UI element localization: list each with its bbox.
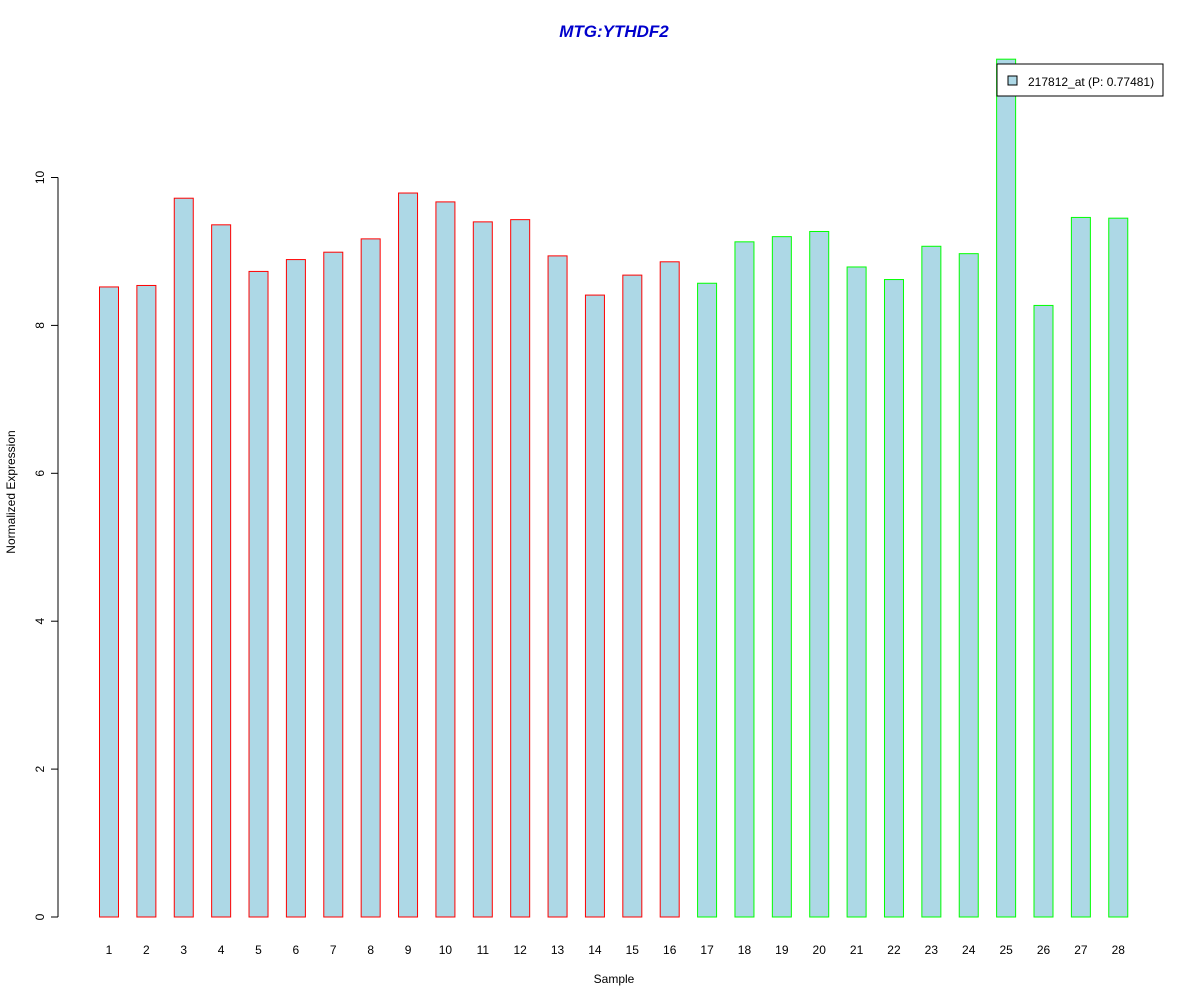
bar-sample-11 bbox=[472, 221, 493, 918]
x-axis-tick-label: 11 bbox=[477, 943, 490, 957]
bar-sample-8 bbox=[360, 238, 381, 918]
bar-sample-25 bbox=[996, 58, 1017, 918]
x-axis-tick-label: 8 bbox=[367, 943, 374, 957]
x-axis-tick-label: 6 bbox=[293, 943, 300, 957]
x-axis-tick-label: 22 bbox=[887, 943, 901, 957]
bar-sample-14 bbox=[584, 294, 605, 918]
bar-sample-10 bbox=[435, 201, 456, 918]
y-axis-label: Normalized Expression bbox=[4, 430, 18, 553]
y-axis-tick-label: 8 bbox=[33, 322, 47, 329]
legend-swatch bbox=[1007, 75, 1018, 86]
bar-sample-5 bbox=[248, 270, 269, 918]
bar-sample-26 bbox=[1033, 304, 1054, 918]
x-axis-tick-label: 2 bbox=[143, 943, 150, 957]
bar-sample-19 bbox=[771, 236, 792, 918]
bar-sample-4 bbox=[211, 224, 232, 918]
x-axis-tick-label: 16 bbox=[663, 943, 677, 957]
x-axis-tick-label: 14 bbox=[588, 943, 602, 957]
x-axis-tick-label: 27 bbox=[1074, 943, 1088, 957]
bars-layer bbox=[99, 58, 1129, 918]
x-axis-tick-label: 15 bbox=[626, 943, 640, 957]
legend-box bbox=[996, 63, 1164, 97]
bar-sample-24 bbox=[958, 253, 979, 918]
x-axis-tick-label: 19 bbox=[775, 943, 789, 957]
bar-sample-7 bbox=[323, 251, 344, 918]
bar-sample-1 bbox=[99, 286, 119, 918]
x-axis-tick-label: 13 bbox=[551, 943, 565, 957]
x-axis-tick-label: 24 bbox=[962, 943, 976, 957]
x-axis-tick-label: 20 bbox=[813, 943, 827, 957]
x-axis-tick-label: 12 bbox=[514, 943, 528, 957]
bar-sample-17 bbox=[697, 282, 718, 918]
x-axis-tick-labels: 1 2 3 4 5 6 7 8 9 10 11 12 13 14 15 16 17 18 19 20 21 22 23 24 2… bbox=[106, 943, 1126, 957]
bar-sample-22 bbox=[883, 279, 904, 918]
bar-sample-13 bbox=[547, 255, 568, 918]
x-axis-tick-label: 4 bbox=[218, 943, 225, 957]
x-axis-label: Sample bbox=[594, 972, 635, 986]
bar-sample-18 bbox=[734, 241, 755, 918]
legend: 217812_at (P: 0.77481) bbox=[996, 63, 1164, 97]
bar-sample-28 bbox=[1108, 217, 1129, 918]
x-axis-tick-label: 10 bbox=[439, 943, 453, 957]
bar-sample-15 bbox=[622, 274, 643, 918]
bar-sample-6 bbox=[285, 259, 306, 918]
x-axis-tick-label: 21 bbox=[850, 943, 864, 957]
y-axis: 0 2 4 6 8 10 bbox=[33, 171, 59, 920]
bar-sample-2 bbox=[136, 284, 157, 918]
x-axis-tick-label: 9 bbox=[405, 943, 412, 957]
y-axis-tick-label: 10 bbox=[33, 171, 47, 185]
bar-sample-12 bbox=[510, 219, 531, 918]
y-axis-tick-label: 4 bbox=[33, 618, 47, 625]
x-axis-tick-label: 3 bbox=[180, 943, 187, 957]
y-axis-tick-label: 2 bbox=[33, 765, 47, 772]
x-axis-tick-label: 26 bbox=[1037, 943, 1051, 957]
bar-sample-27 bbox=[1070, 216, 1091, 918]
bar-sample-23 bbox=[921, 245, 942, 918]
y-axis-tick-label: 0 bbox=[33, 913, 47, 920]
bar-sample-21 bbox=[846, 266, 867, 918]
bar-sample-3 bbox=[173, 197, 194, 918]
x-axis-tick-label: 18 bbox=[738, 943, 752, 957]
bar-sample-9 bbox=[398, 192, 419, 918]
x-axis-tick-label: 5 bbox=[255, 943, 262, 957]
chart-title: MTG:YTHDF2 bbox=[559, 22, 669, 41]
x-axis-tick-label: 7 bbox=[330, 943, 337, 957]
legend-entry-label: 217812_at (P: 0.77481) bbox=[1028, 75, 1154, 89]
x-axis-tick-label: 23 bbox=[925, 943, 939, 957]
bar-sample-16 bbox=[659, 261, 680, 918]
x-axis-tick-label: 1 bbox=[106, 943, 113, 957]
x-axis-tick-label: 28 bbox=[1112, 943, 1126, 957]
y-axis-tick-label: 6 bbox=[33, 470, 47, 477]
x-axis-tick-label: 17 bbox=[700, 943, 714, 957]
bar-sample-20 bbox=[809, 230, 830, 918]
x-axis-tick-label: 25 bbox=[999, 943, 1013, 957]
